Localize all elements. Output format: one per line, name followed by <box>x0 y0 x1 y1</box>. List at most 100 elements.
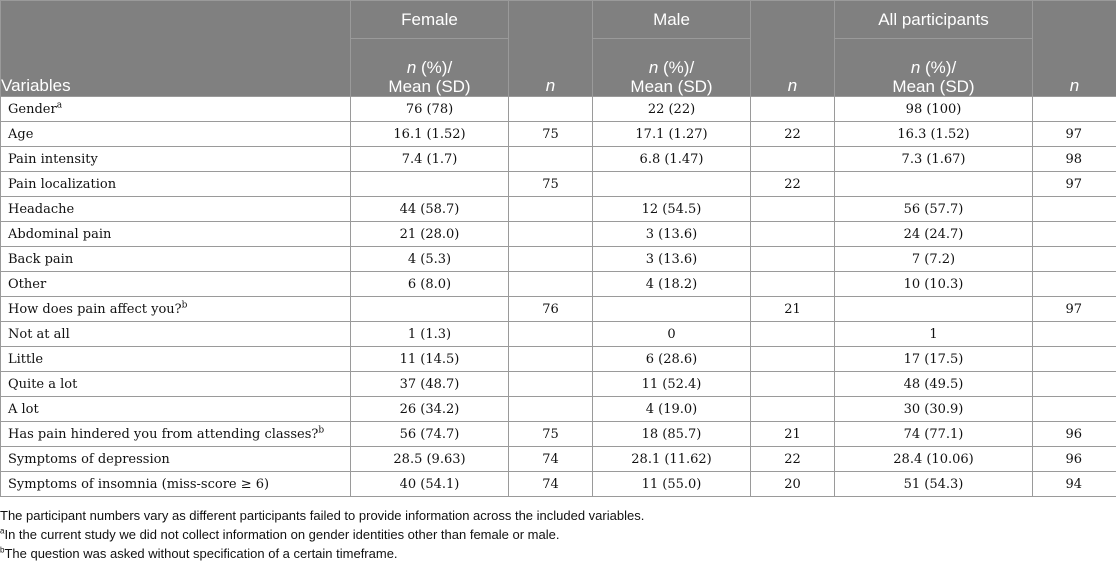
table-row: Gendera 76 (78) 22 (22) 98 (100) <box>0 96 1116 122</box>
male-n-header: n <box>750 0 835 97</box>
table-row: Has pain hindered you from attending cla… <box>0 421 1116 447</box>
table-row: Other 6 (8.0) 4 (18.2) 10 (10.3) <box>0 271 1116 297</box>
male-value-cell: 12 (54.5) <box>592 196 751 222</box>
all-value-cell: 17 (17.5) <box>834 346 1033 372</box>
male-n-cell <box>750 346 835 372</box>
male-n-cell: 21 <box>750 421 835 447</box>
female-value-cell: 4 (5.3) <box>350 246 509 272</box>
all-value-cell <box>834 171 1033 197</box>
male-n-cell <box>750 396 835 422</box>
all-value-cell: 98 (100) <box>834 96 1033 122</box>
all-value-cell: 74 (77.1) <box>834 421 1033 447</box>
all-value-cell: 10 (10.3) <box>834 271 1033 297</box>
male-n-cell: 22 <box>750 171 835 197</box>
female-n-header: n <box>508 0 593 97</box>
all-value-cell: 28.4 (10.06) <box>834 446 1033 472</box>
table-row: Quite a lot 37 (48.7) 11 (52.4) 48 (49.5) <box>0 371 1116 397</box>
table-row: Abdominal pain 21 (28.0) 3 (13.6) 24 (24.7) <box>0 221 1116 247</box>
all-n-cell <box>1032 221 1116 247</box>
male-value-cell: 4 (19.0) <box>592 396 751 422</box>
female-value-cell: 7.4 (1.7) <box>350 146 509 172</box>
table-row: Symptoms of depression 28.5 (9.63) 74 28.1 … <box>0 446 1116 472</box>
male-n-cell: 20 <box>750 471 835 497</box>
table-row: Pain localization 75 22 97 <box>0 171 1116 197</box>
footnote: bThe question was asked without specific… <box>0 545 398 561</box>
all-n-cell <box>1032 96 1116 122</box>
male-value-cell: 0 <box>592 321 751 347</box>
male-n-cell <box>750 246 835 272</box>
female-n-cell <box>508 346 593 372</box>
male-n-cell <box>750 196 835 222</box>
variable-cell: Abdominal pain <box>0 221 351 247</box>
all-n-cell: 97 <box>1032 171 1116 197</box>
footnote-marker: b <box>318 425 325 436</box>
male-value-cell: 28.1 (11.62) <box>592 446 751 472</box>
table-footnotes: The participant numbers vary as differen… <box>0 506 644 563</box>
all-value-cell: 24 (24.7) <box>834 221 1033 247</box>
female-value-cell: 44 (58.7) <box>350 196 509 222</box>
male-value-cell: 6.8 (1.47) <box>592 146 751 172</box>
male-stat-subheader: n (%)/Mean (SD) <box>592 38 751 97</box>
footnote-marker: a <box>0 526 5 536</box>
female-n-cell: 75 <box>508 121 593 147</box>
female-n-cell <box>508 396 593 422</box>
variable-cell: Quite a lot <box>0 371 351 397</box>
table-row: Back pain 4 (5.3) 3 (13.6) 7 (7.2) <box>0 246 1116 272</box>
male-n-cell <box>750 371 835 397</box>
male-n-cell: 21 <box>750 296 835 322</box>
variable-cell: Other <box>0 271 351 297</box>
male-value-cell: 17.1 (1.27) <box>592 121 751 147</box>
female-value-cell: 11 (14.5) <box>350 346 509 372</box>
table-row: Age 16.1 (1.52) 75 17.1 (1.27) 22 16.3 (1.52)… <box>0 121 1116 147</box>
all-value-cell: 7 (7.2) <box>834 246 1033 272</box>
table-header: Variables Female n Male n All participan… <box>0 0 1116 97</box>
all-value-cell: 51 (54.3) <box>834 471 1033 497</box>
all-n-cell <box>1032 346 1116 372</box>
all-value-cell: 7.3 (1.67) <box>834 146 1033 172</box>
male-n-cell <box>750 271 835 297</box>
footnote: aIn the current study we did not collect… <box>0 526 560 542</box>
all-value-cell: 16.3 (1.52) <box>834 121 1033 147</box>
female-value-cell <box>350 171 509 197</box>
male-value-cell <box>592 171 751 197</box>
all-n-cell <box>1032 271 1116 297</box>
male-n-cell <box>750 96 835 122</box>
footnote: The participant numbers vary as differen… <box>0 508 645 523</box>
all-stat-subheader: n (%)/Mean (SD) <box>834 38 1033 97</box>
female-n-cell <box>508 321 593 347</box>
all-value-cell: 56 (57.7) <box>834 196 1033 222</box>
female-n-cell: 74 <box>508 446 593 472</box>
male-value-cell <box>592 296 751 322</box>
male-value-cell: 3 (13.6) <box>592 246 751 272</box>
female-value-cell: 16.1 (1.52) <box>350 121 509 147</box>
female-n-cell <box>508 221 593 247</box>
table-row: Little 11 (14.5) 6 (28.6) 17 (17.5) <box>0 346 1116 372</box>
all-n-cell: 96 <box>1032 446 1116 472</box>
all-n-cell: 96 <box>1032 421 1116 447</box>
male-n-cell <box>750 146 835 172</box>
all-n-cell <box>1032 196 1116 222</box>
footnote-marker: b <box>0 545 5 555</box>
all-n-cell: 97 <box>1032 296 1116 322</box>
all-value-cell: 30 (30.9) <box>834 396 1033 422</box>
variable-cell: Pain localization <box>0 171 351 197</box>
all-n-cell: 98 <box>1032 146 1116 172</box>
female-n-cell <box>508 271 593 297</box>
variable-cell: Symptoms of depression <box>0 446 351 472</box>
male-n-cell <box>750 221 835 247</box>
male-value-cell: 11 (52.4) <box>592 371 751 397</box>
all-value-cell: 48 (49.5) <box>834 371 1033 397</box>
all-value-cell: 1 <box>834 321 1033 347</box>
female-value-cell: 28.5 (9.63) <box>350 446 509 472</box>
female-n-cell: 74 <box>508 471 593 497</box>
variable-cell: Symptoms of insomnia (miss-score ≥ 6) <box>0 471 351 497</box>
male-value-cell: 3 (13.6) <box>592 221 751 247</box>
female-value-cell: 21 (28.0) <box>350 221 509 247</box>
variables-header: Variables <box>0 0 351 97</box>
female-value-cell: 40 (54.1) <box>350 471 509 497</box>
footnote-marker: b <box>181 300 188 311</box>
female-n-cell <box>508 96 593 122</box>
all-n-cell <box>1032 371 1116 397</box>
all-n-cell <box>1032 396 1116 422</box>
all-n-cell: 94 <box>1032 471 1116 497</box>
